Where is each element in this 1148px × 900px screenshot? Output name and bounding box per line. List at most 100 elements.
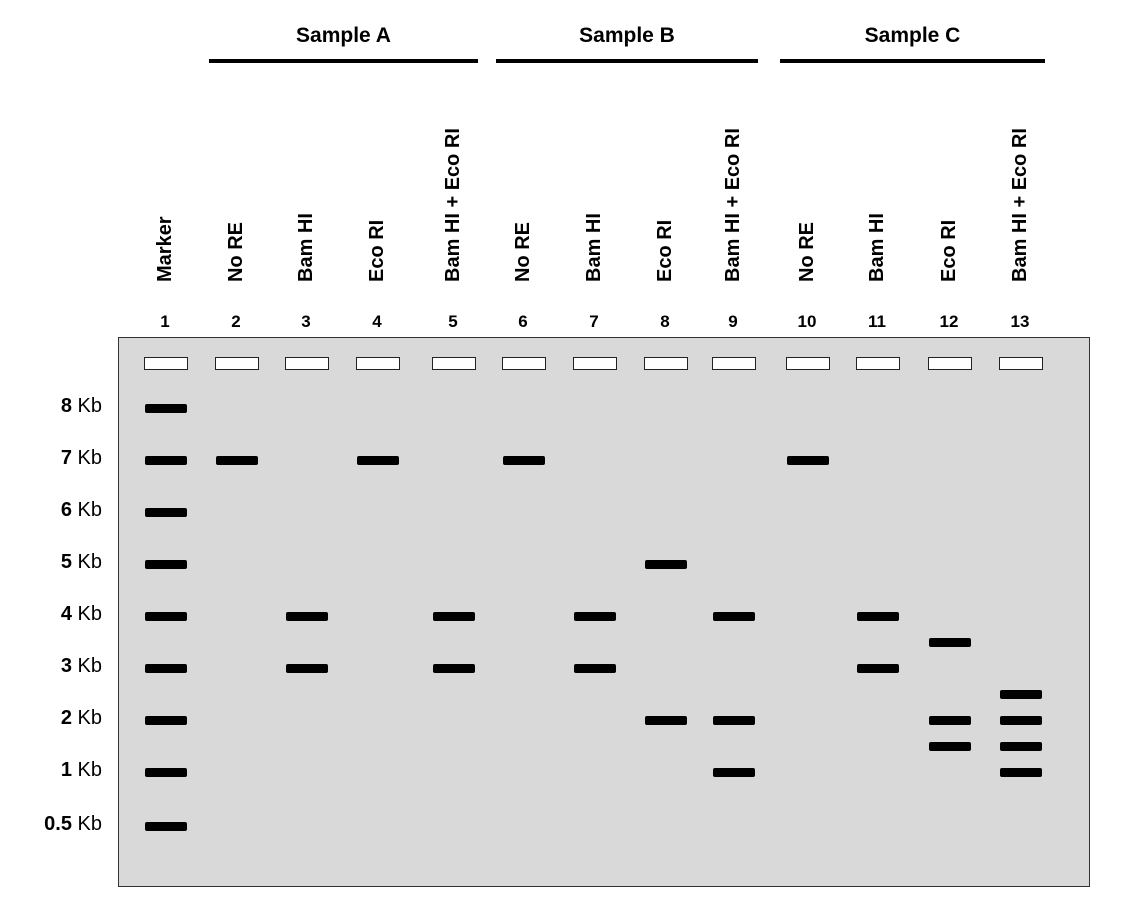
lane-label: No RE (796, 222, 818, 282)
dna-band (433, 611, 475, 621)
group-line (780, 59, 1045, 63)
dna-band (145, 715, 187, 725)
dna-band (145, 821, 187, 831)
lane-number: 7 (589, 312, 599, 331)
well (215, 357, 259, 370)
lane-label: Bam HI + Eco RI (722, 128, 744, 282)
dna-band (857, 663, 899, 673)
dna-band (929, 637, 971, 647)
size-label: 4 Kb (0, 604, 102, 624)
size-value: 1 (60, 759, 72, 781)
lane-label: Bam HI + Eco RI (442, 128, 464, 282)
dna-band (145, 663, 187, 673)
dna-band (145, 455, 187, 465)
size-unit: Kb (77, 447, 102, 469)
lane-number: 2 (231, 312, 241, 331)
well (999, 357, 1043, 370)
size-label: 2 Kb (0, 708, 102, 728)
size-label: 5 Kb (0, 552, 102, 572)
size-value: 2 (60, 707, 72, 729)
lane-label: Marker (154, 216, 176, 282)
well (856, 357, 900, 370)
dna-band (929, 715, 971, 725)
size-unit: Kb (77, 603, 102, 625)
lane-number: 9 (728, 312, 738, 331)
size-label: 8 Kb (0, 396, 102, 416)
dna-band (929, 741, 971, 751)
lane-label: Bam HI + Eco RI (1009, 128, 1031, 282)
lane-label: No RE (512, 222, 534, 282)
dna-band (713, 715, 755, 725)
size-value: 0.5 (44, 813, 72, 835)
well (432, 357, 476, 370)
lane-number: 10 (797, 312, 817, 331)
dna-band (145, 767, 187, 777)
well (573, 357, 617, 370)
size-unit: Kb (77, 551, 102, 573)
dna-band (787, 455, 829, 465)
dna-band (357, 455, 399, 465)
group-line (209, 59, 478, 63)
dna-band (713, 611, 755, 621)
dna-band (645, 715, 687, 725)
lane-label: Bam HI (295, 213, 317, 282)
size-unit: Kb (77, 707, 102, 729)
lane-number: 6 (518, 312, 528, 331)
dna-band (145, 559, 187, 569)
lane-label: Eco RI (366, 219, 388, 282)
dna-band (574, 663, 616, 673)
dna-band (1000, 741, 1042, 751)
lane-number: 11 (868, 312, 886, 331)
well (644, 357, 688, 370)
lane-label: Eco RI (654, 219, 676, 282)
dna-band (286, 611, 328, 621)
well (928, 357, 972, 370)
lane-number: 1 (160, 312, 170, 331)
dna-band (145, 507, 187, 517)
size-unit: Kb (77, 759, 102, 781)
lane-number: 13 (1010, 312, 1030, 331)
dna-band (145, 403, 187, 413)
group-title: Sample A (296, 24, 391, 47)
size-unit: Kb (77, 499, 102, 521)
lane-number: 3 (301, 312, 311, 331)
size-unit: Kb (77, 395, 102, 417)
group-title: Sample B (579, 24, 675, 47)
size-value: 4 (60, 603, 72, 625)
lane-label: Bam HI (866, 213, 888, 282)
well (356, 357, 400, 370)
size-label: 0.5 Kb (0, 814, 102, 834)
lane-label: No RE (225, 222, 247, 282)
size-value: 7 (60, 447, 72, 469)
lane-number: 12 (939, 312, 959, 331)
well (502, 357, 546, 370)
dna-band (216, 455, 258, 465)
size-label: 7 Kb (0, 448, 102, 468)
dna-band (1000, 689, 1042, 699)
dna-band (857, 611, 899, 621)
size-label: 6 Kb (0, 500, 102, 520)
group-title: Sample C (864, 24, 961, 47)
gel (118, 337, 1090, 887)
dna-band (574, 611, 616, 621)
size-value: 3 (60, 655, 72, 677)
lane-label: Eco RI (938, 219, 960, 282)
lane-number: 4 (372, 312, 382, 331)
dna-band (145, 611, 187, 621)
dna-band (1000, 715, 1042, 725)
well (786, 357, 830, 370)
size-unit: Kb (77, 813, 102, 835)
size-label: 1 Kb (0, 760, 102, 780)
lane-number: 8 (660, 312, 670, 331)
dna-band (645, 559, 687, 569)
dna-band (713, 767, 755, 777)
well (144, 357, 188, 370)
size-label: 3 Kb (0, 656, 102, 676)
dna-band (286, 663, 328, 673)
lane-label: Bam HI (583, 213, 605, 282)
size-value: 8 (60, 395, 72, 417)
well (712, 357, 756, 370)
size-value: 6 (60, 499, 72, 521)
dna-band (1000, 767, 1042, 777)
size-unit: Kb (77, 655, 102, 677)
